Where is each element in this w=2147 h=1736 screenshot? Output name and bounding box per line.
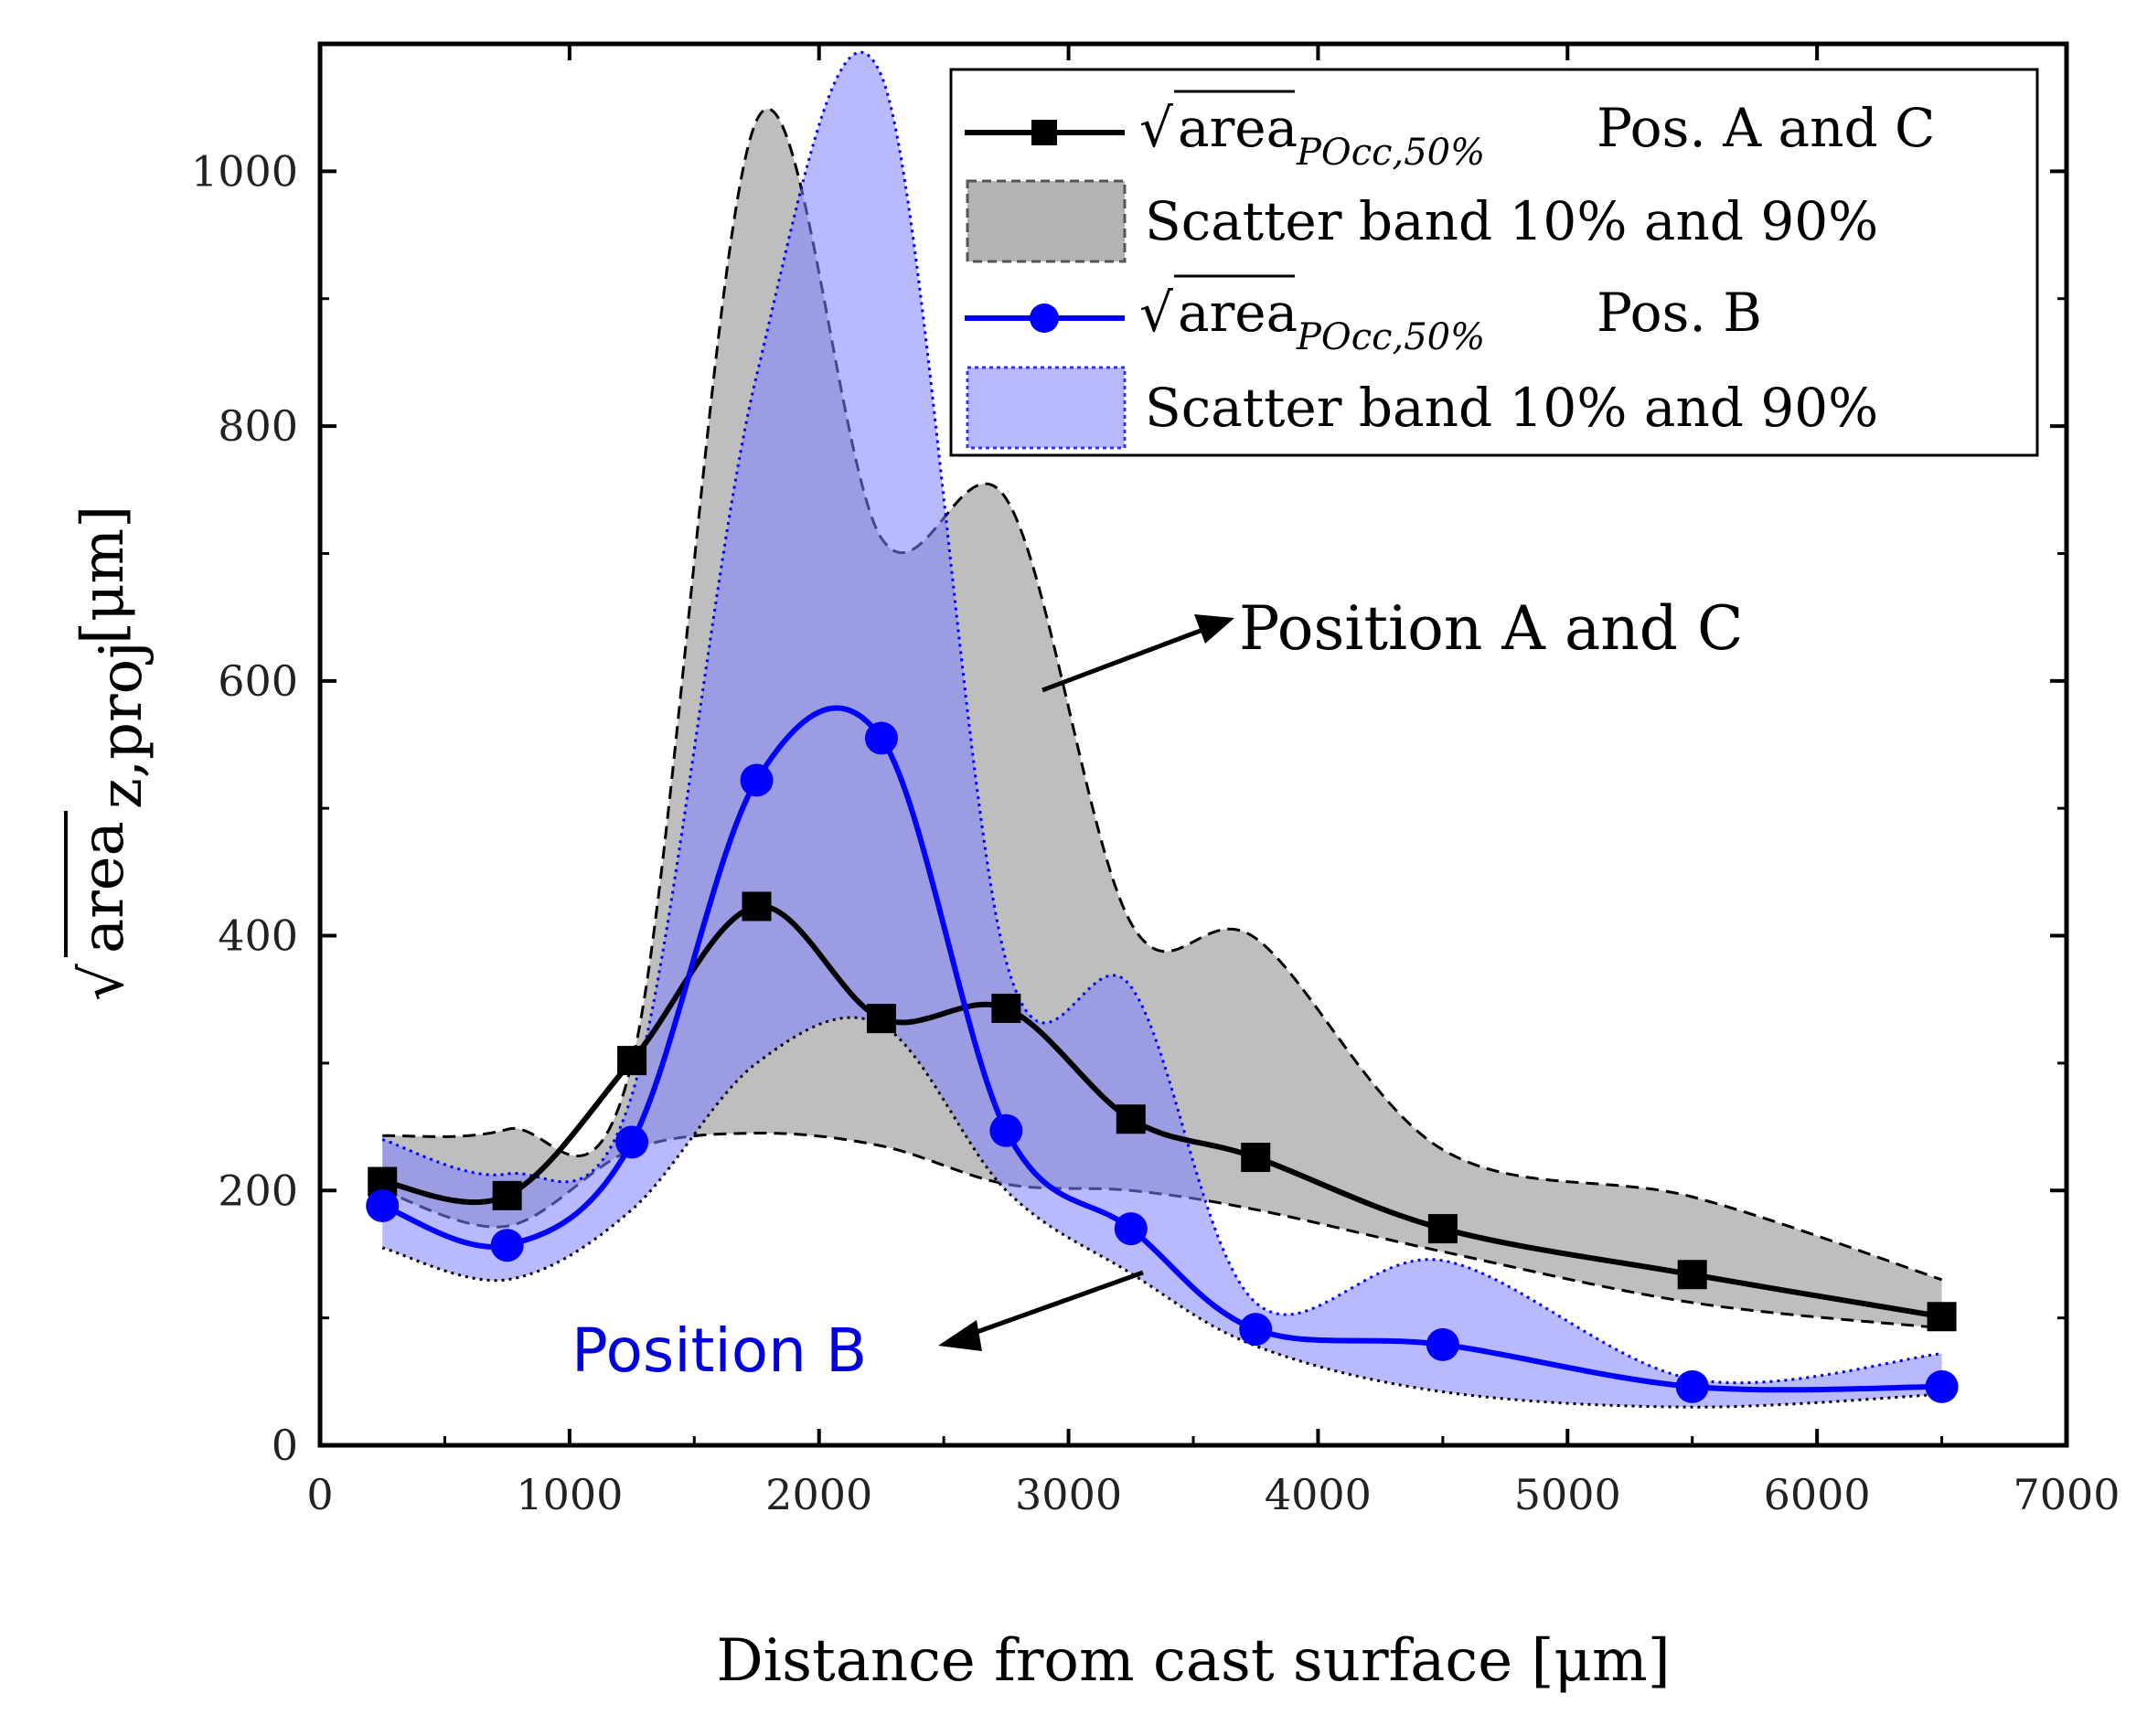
x-tick-label-3: 3000 [1015, 1470, 1122, 1519]
scatter-bands [381, 50, 1943, 1409]
marker-b-4 [864, 721, 898, 755]
annotation-label-b: Position B [571, 1315, 867, 1386]
annotation-arrow-b [968, 1270, 1144, 1337]
annotation-arrowhead-b [938, 1320, 982, 1351]
series-markers [366, 721, 1959, 1403]
y-axis-radical-sign: √ [69, 964, 137, 1001]
y-axis-unit: [μm] [69, 506, 137, 644]
band-lower-edge-1 [381, 1016, 1942, 1409]
marker-b-9 [1675, 1369, 1709, 1403]
marker-ac-10 [1927, 1302, 1957, 1332]
y-axis-subscript: z,proj [88, 641, 155, 809]
y-tick-label-4: 800 [218, 401, 298, 451]
y-axis-title: √ area z,proj [μm] [64, 506, 155, 1001]
x-tick-label-7: 7000 [2013, 1470, 2120, 1519]
legend-swatch-gray [966, 179, 1127, 263]
legend-subscript-b: POcc,50% [1296, 316, 1485, 358]
marker-ac-3 [742, 891, 772, 921]
legend-radical-ac: √ [1139, 97, 1173, 159]
x-axis-title: Distance from cast surface [μm] [716, 1627, 1670, 1695]
marker-b-0 [366, 1188, 400, 1222]
y-axis-radicand: area [69, 821, 137, 953]
marker-b-10 [1925, 1369, 1959, 1403]
marker-ac-8 [1427, 1214, 1458, 1244]
legend-label-b: Pos. B [1597, 282, 1762, 344]
marker-b-3 [740, 763, 774, 797]
marker-b-1 [490, 1229, 524, 1262]
legend-marker-circle [1030, 304, 1059, 333]
legend: √ area POcc,50% Pos. A and C Scatter ban… [949, 68, 2039, 457]
x-tick-label-0: 0 [306, 1470, 333, 1519]
x-tick-label-6: 6000 [1764, 1470, 1871, 1519]
marker-ac-9 [1677, 1260, 1707, 1290]
y-tick-label-2: 400 [218, 911, 298, 961]
marker-b-5 [989, 1113, 1023, 1147]
marker-ac-1 [492, 1180, 522, 1210]
marker-b-6 [1114, 1212, 1148, 1246]
band-upper-edge-1 [381, 50, 1942, 1385]
legend-label-band-b: Scatter band 10% and 90% [1145, 377, 1878, 439]
legend-radical-b: √ [1139, 282, 1173, 344]
marker-b-8 [1426, 1327, 1459, 1361]
marker-ac-4 [866, 1004, 896, 1034]
marker-b-2 [615, 1125, 649, 1159]
x-tick-label-2: 2000 [765, 1470, 872, 1519]
legend-box [949, 68, 2039, 457]
annotation-arrowhead-ac [1194, 614, 1234, 644]
marker-ac-7 [1241, 1143, 1271, 1173]
legend-radicand-b: area [1178, 282, 1298, 344]
marker-ac-6 [1116, 1104, 1146, 1134]
marker-b-7 [1239, 1313, 1273, 1347]
x-tick-label-1: 1000 [516, 1470, 623, 1519]
x-tick-label-5: 5000 [1514, 1470, 1621, 1519]
marker-ac-5 [991, 993, 1021, 1023]
y-tick-label-0: 0 [272, 1421, 298, 1470]
axis-ticks: 0 1000 2000 3000 4000 5000 6000 7000 0 200 400 600 8… [191, 44, 2120, 1519]
legend-radicand-ac: area [1178, 97, 1298, 159]
annotation-label-ac: Position A and C [1239, 593, 1744, 664]
legend-subscript-ac: POcc,50% [1296, 132, 1485, 174]
y-tick-label-5: 1000 [191, 146, 298, 196]
annotation-position-b: Position B [571, 1270, 1144, 1386]
legend-marker-square [1031, 120, 1057, 145]
legend-label-ac: Pos. A and C [1597, 97, 1935, 159]
band-upper-edge-0 [382, 107, 1943, 1282]
annotation-position-ac: Position A and C [1041, 593, 1744, 693]
legend-label-band-ac: Scatter band 10% and 90% [1145, 190, 1878, 252]
y-tick-label-1: 200 [218, 1166, 298, 1215]
x-tick-label-4: 4000 [1265, 1470, 1372, 1519]
annotation-arrow-ac [1041, 626, 1206, 693]
y-tick-label-3: 600 [218, 656, 298, 706]
legend-swatch-blue [966, 366, 1127, 450]
band-fill-1 [382, 52, 1942, 1408]
marker-ac-2 [617, 1046, 647, 1076]
